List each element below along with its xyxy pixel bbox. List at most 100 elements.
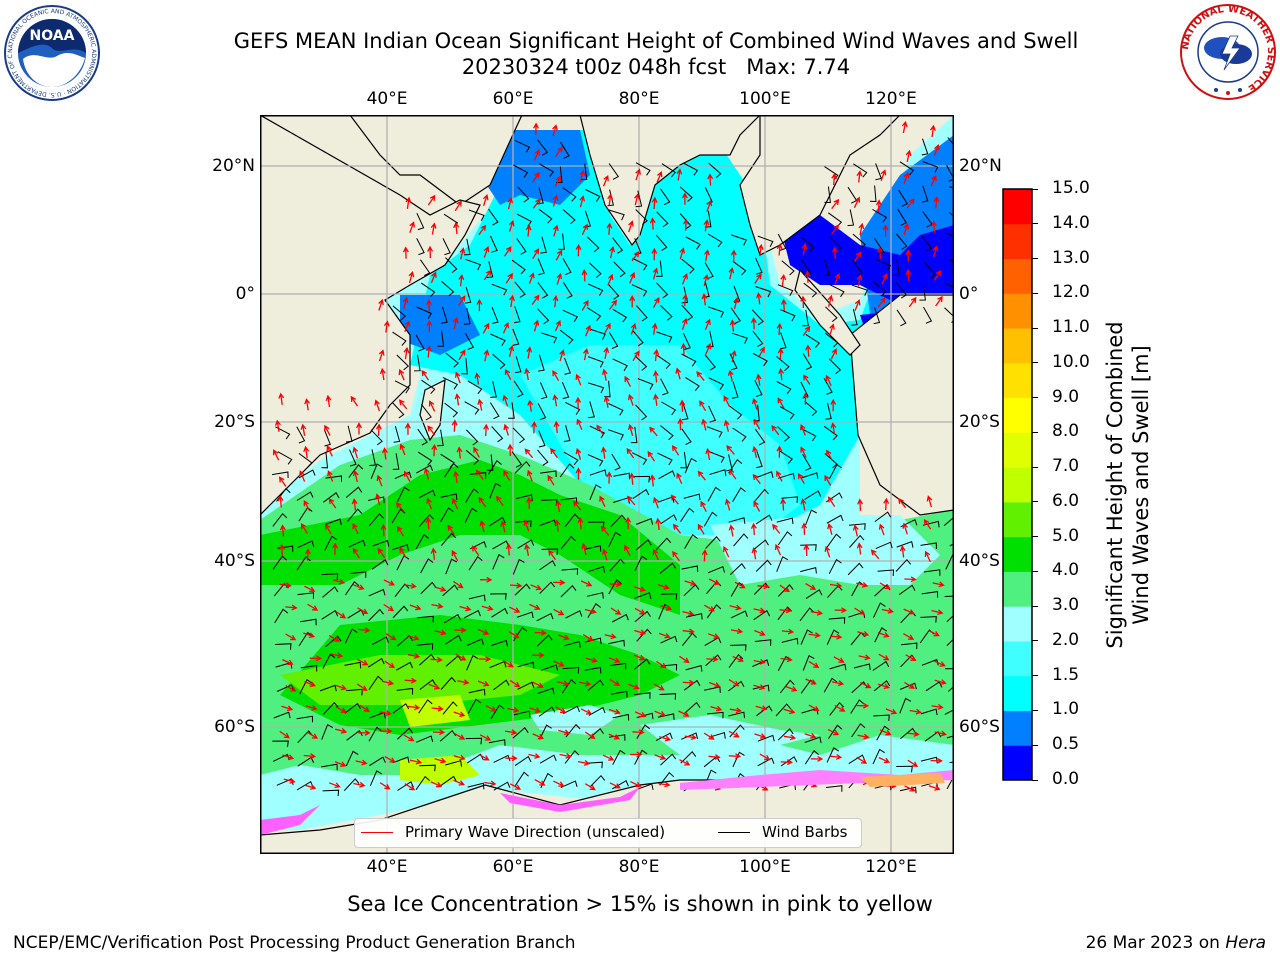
wave-direction-arrow <box>285 633 297 641</box>
wind-barb <box>469 472 487 479</box>
wave-direction-arrow <box>307 603 319 611</box>
wind-barb <box>416 464 434 474</box>
wave-direction-arrow <box>272 449 280 461</box>
wave-direction-arrow <box>629 271 636 284</box>
wave-direction-arrow <box>555 146 563 157</box>
wave-direction-arrow <box>757 583 770 590</box>
wave-direction-arrow <box>723 419 730 432</box>
wave-direction-arrow <box>682 679 696 686</box>
wave-direction-arrow <box>475 469 484 480</box>
wave-direction-arrow <box>407 652 421 659</box>
wind-barb <box>393 425 401 443</box>
wind-barb <box>781 496 798 503</box>
wind-barb <box>682 632 697 647</box>
wave-direction-arrow <box>404 470 411 482</box>
wave-direction-arrow <box>780 759 794 766</box>
wave-direction-arrow <box>898 497 907 509</box>
wave-direction-arrow <box>829 582 843 589</box>
wave-direction-arrow <box>430 222 437 235</box>
wind-barb <box>296 715 313 723</box>
wave-direction-arrow <box>808 632 821 639</box>
wind-barb <box>852 233 866 249</box>
wind-barb <box>275 426 291 440</box>
wave-direction-arrow <box>804 733 817 739</box>
lon-tick-bottom-60e: 60°E <box>492 857 534 877</box>
wind-barb <box>321 723 334 740</box>
wave-direction-arrow <box>930 757 943 764</box>
wind-barb <box>589 328 606 340</box>
wave-direction-arrow <box>750 522 757 536</box>
wave-direction-arrow <box>779 607 792 614</box>
wave-direction-arrow <box>757 243 764 257</box>
wind-barb <box>272 471 289 479</box>
wave-direction-arrow <box>299 470 306 482</box>
wave-direction-arrow <box>879 582 891 590</box>
wave-direction-arrow <box>649 426 658 437</box>
wave-direction-arrow <box>553 420 560 434</box>
wave-direction-arrow <box>382 447 388 460</box>
wind-barb <box>345 750 359 767</box>
wind-barb <box>829 463 843 479</box>
wave-direction-arrow <box>453 779 465 786</box>
colorbar-tick-mark <box>1032 397 1038 399</box>
wind-barb <box>537 308 550 325</box>
wave-direction-arrow <box>426 497 433 510</box>
wind-barb <box>323 492 340 503</box>
wave-direction-arrow <box>755 373 762 386</box>
wave-direction-arrow <box>502 394 509 407</box>
wind-barb <box>655 732 673 742</box>
wave-direction-arrow <box>328 635 340 642</box>
wind-barb <box>801 428 817 442</box>
wind-barb <box>635 539 652 551</box>
wind-barb <box>679 186 693 202</box>
wave-direction-arrow <box>555 706 567 714</box>
wind-barb <box>512 726 529 739</box>
wave-direction-arrow <box>703 732 715 740</box>
wave-direction-arrow <box>451 497 459 510</box>
wave-direction-arrow <box>827 522 833 535</box>
wave-direction-arrow <box>780 273 787 287</box>
wind-barb <box>562 209 576 225</box>
wind-barb <box>655 234 668 252</box>
wave-direction-arrow <box>631 251 640 262</box>
wind-barb <box>559 463 575 478</box>
wave-direction-arrow <box>753 418 761 430</box>
wave-direction-arrow <box>834 704 846 712</box>
wave-direction-arrow <box>827 496 836 508</box>
wave-direction-arrow <box>854 607 866 615</box>
wave-direction-arrow <box>584 783 596 791</box>
wave-direction-arrow <box>403 346 410 360</box>
wind-barb <box>850 699 865 714</box>
wind-barb <box>584 545 602 552</box>
wind-barb <box>684 534 698 549</box>
wave-direction-arrow <box>905 654 917 661</box>
chart-subtitle: 20230324 t00z 048h fcst Max: 7.74 <box>461 55 851 79</box>
wind-barb <box>922 520 940 528</box>
wave-direction-arrow <box>758 346 765 358</box>
wave-direction-arrow <box>507 443 514 457</box>
wind-barb <box>537 139 549 156</box>
wind-barb <box>586 236 600 253</box>
lat-tick-right-20n: 20°N <box>959 156 1002 176</box>
wave-direction-arrow <box>730 628 744 635</box>
wind-barb <box>513 380 524 398</box>
wave-direction-arrow <box>808 660 820 669</box>
wind-barb <box>508 402 515 419</box>
wind-barb <box>829 701 845 716</box>
wave-direction-arrow <box>905 149 912 163</box>
colorbar-label-line2: Wind Waves and Swell [m] <box>1129 345 1153 625</box>
wave-direction-arrow <box>634 607 646 615</box>
wave-direction-arrow <box>728 679 740 687</box>
wind-barb <box>487 459 502 475</box>
wave-direction-arrow <box>600 446 607 459</box>
wind-barb <box>778 449 793 464</box>
wind-barb <box>539 754 557 764</box>
wind-barb <box>344 702 361 714</box>
colorbar-segment <box>1003 606 1032 642</box>
wave-direction-arrow <box>699 400 707 412</box>
wave-direction-arrow <box>660 605 673 611</box>
wave-direction-arrow <box>556 272 563 285</box>
wind-barb <box>442 238 451 256</box>
wave-direction-arrow <box>609 581 623 588</box>
wind-barb <box>516 611 534 619</box>
